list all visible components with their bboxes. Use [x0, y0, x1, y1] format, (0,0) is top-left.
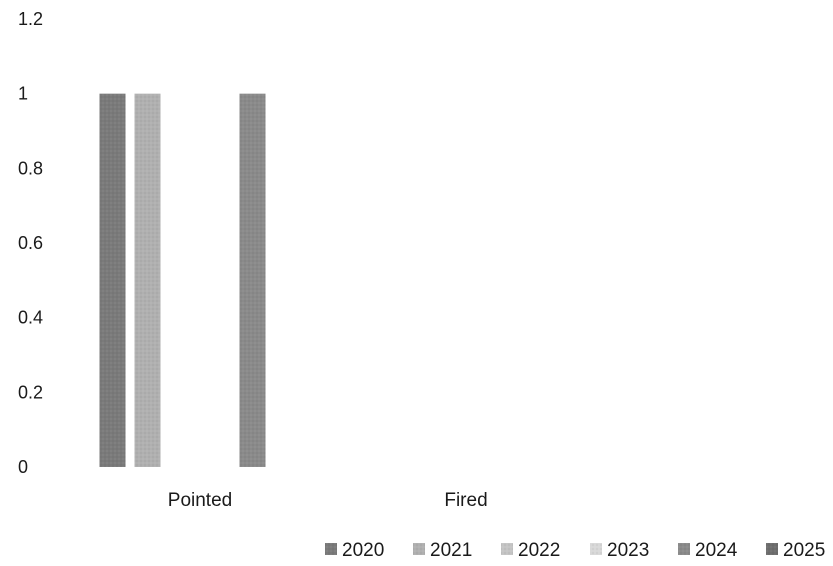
y-tick-label: 0.8 [18, 158, 43, 178]
legend: 2020 2021 2022 2023 2024 2025 [325, 540, 825, 561]
legend-label: 2021 [430, 540, 472, 561]
legend-item-2025: 2025 [766, 540, 825, 561]
y-tick-label: 0.6 [18, 233, 43, 253]
y-tick-label: 0.2 [18, 382, 43, 402]
x-axis: Pointed Fired [168, 490, 488, 511]
legend-label: 2023 [607, 540, 649, 561]
legend-swatch-texture [766, 543, 778, 555]
legend-label: 2022 [518, 540, 560, 561]
legend-label: 2020 [342, 540, 384, 561]
x-category-label: Pointed [168, 490, 232, 511]
legend-swatch-texture [413, 543, 425, 555]
bar-texture [99, 93, 126, 468]
legend-label: 2024 [695, 540, 738, 561]
legend-item-2020: 2020 [325, 540, 384, 561]
legend-item-2022: 2022 [501, 540, 560, 561]
y-tick-label: 1.2 [18, 9, 43, 29]
legend-label: 2025 [783, 540, 825, 561]
y-tick-label: 1 [18, 84, 28, 104]
x-category-label: Fired [444, 490, 487, 511]
legend-swatch-texture [590, 543, 602, 555]
bar-texture [134, 93, 161, 468]
legend-item-2024: 2024 [678, 540, 738, 561]
y-axis: 0 0.2 0.4 0.6 0.8 1 1.2 [18, 9, 43, 477]
legend-item-2023: 2023 [590, 540, 649, 561]
y-tick-label: 0 [18, 457, 28, 477]
bars [99, 93, 266, 468]
bar-texture [239, 93, 266, 468]
y-tick-label: 0.4 [18, 308, 43, 328]
legend-swatch-texture [678, 543, 690, 555]
legend-swatch-texture [501, 543, 513, 555]
legend-swatch-texture [325, 543, 337, 555]
legend-item-2021: 2021 [413, 540, 472, 561]
